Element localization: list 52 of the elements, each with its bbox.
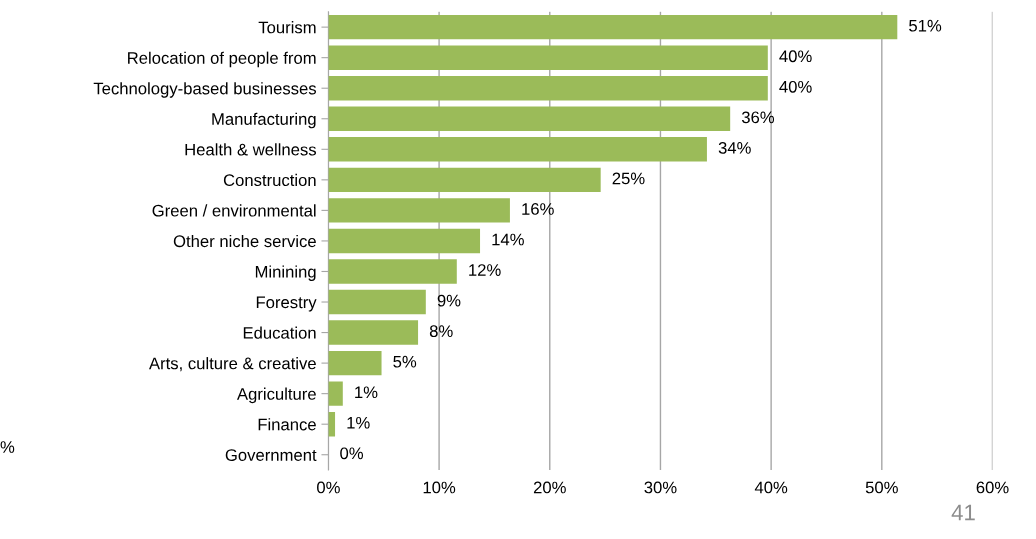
bar <box>328 289 426 315</box>
x-tick-label: 20% <box>533 481 566 494</box>
y-tick-label: Construction <box>223 173 316 187</box>
y-tick-label: Other niche service <box>173 234 316 248</box>
data-label: 1% <box>355 386 378 399</box>
data-label: 25% <box>612 172 645 185</box>
y-tick-label: Finance <box>258 418 316 431</box>
y-tick-label: Relocation of people from <box>128 51 316 68</box>
bar <box>328 198 510 223</box>
bar <box>328 228 481 254</box>
data-label: 40% <box>779 80 812 93</box>
data-label: 34% <box>718 141 751 154</box>
bar <box>328 381 343 406</box>
bar <box>328 259 457 284</box>
y-tick-label: Agriculture <box>236 387 316 404</box>
data-label: 40% <box>779 50 812 63</box>
text: % <box>0 441 15 453</box>
bar <box>328 320 419 345</box>
bar <box>328 167 601 193</box>
y-tick-label: Manufacturing <box>212 112 316 129</box>
y-tick-label: Green / environmental <box>152 204 316 217</box>
bar <box>328 14 898 40</box>
y-tick-label: Education <box>243 326 316 339</box>
data-label: 9% <box>437 294 461 307</box>
data-label: 14% <box>492 233 524 246</box>
data-label: 0% <box>340 447 364 460</box>
x-tick-label: 60% <box>976 481 1009 494</box>
x-tick-label: 30% <box>644 481 677 494</box>
y-tick-label: Government <box>225 449 317 461</box>
bar <box>328 106 731 131</box>
bar <box>328 76 768 101</box>
bar <box>328 350 382 376</box>
x-tick-label: 10% <box>423 481 456 494</box>
data-label: 36% <box>741 111 775 124</box>
y-tick-label: Forestry <box>256 296 317 312</box>
x-tick-label: 0% <box>317 481 340 494</box>
y-tick-label: Arts, culture & creative <box>149 357 316 372</box>
y-tick-label: Technology-based businesses <box>93 82 317 98</box>
data-label: 8% <box>429 325 453 338</box>
text: 41 <box>951 504 975 521</box>
data-label: 5% <box>393 355 417 368</box>
data-label: 16% <box>522 203 554 215</box>
data-label: 12% <box>469 264 501 276</box>
y-tick-label: Minining <box>255 265 316 281</box>
x-tick-label: 50% <box>865 481 898 494</box>
x-tick-label: 40% <box>754 481 788 494</box>
bar <box>328 45 768 70</box>
data-label: 1% <box>347 416 370 429</box>
bar <box>328 137 707 162</box>
y-tick-label: Health & wellness <box>185 143 317 156</box>
y-tick-label: Tourism <box>258 21 316 34</box>
data-label: 51% <box>909 19 942 32</box>
